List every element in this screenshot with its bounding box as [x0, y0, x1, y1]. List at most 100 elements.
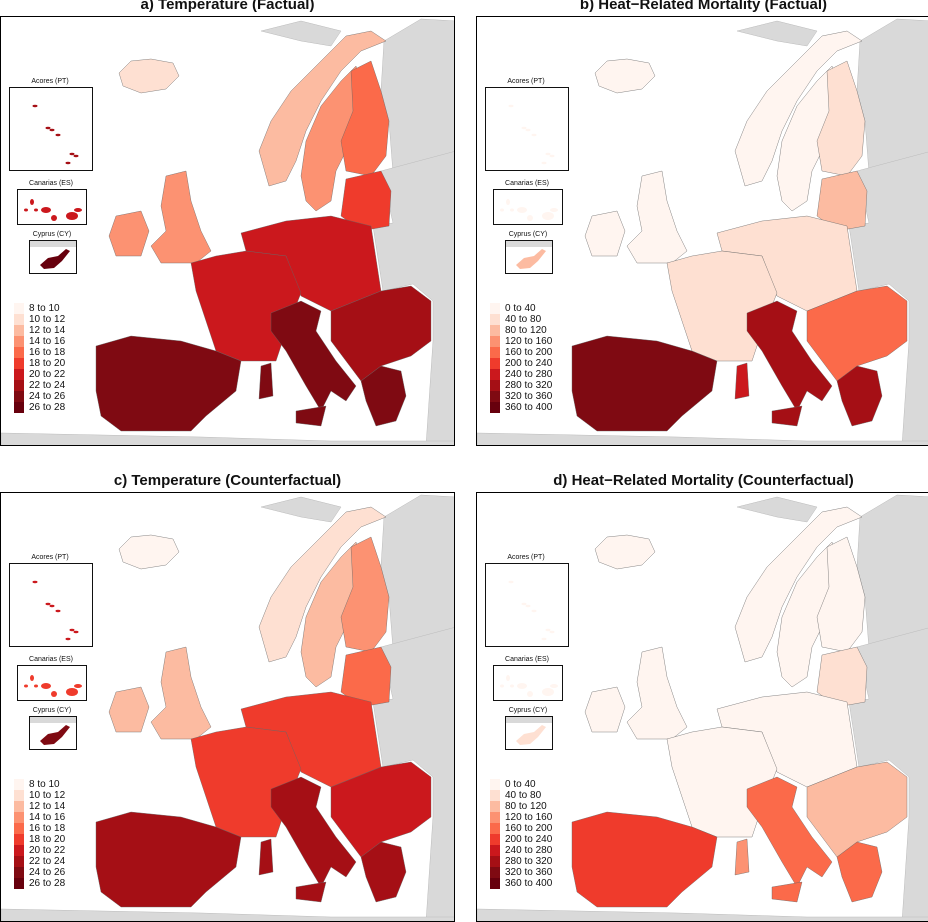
legend-label: 240 to 280 — [505, 369, 553, 380]
panel-title: c) Temperature (Counterfactual) — [113, 472, 342, 489]
island — [65, 637, 71, 641]
legend-label: 8 to 10 — [29, 303, 60, 314]
island — [527, 215, 533, 221]
island — [40, 725, 70, 745]
non-eu-land — [856, 494, 928, 650]
island — [51, 215, 57, 221]
inset-cyprus — [505, 716, 553, 750]
legend-item: 200 to 240 — [490, 358, 552, 369]
legend-swatch — [490, 790, 500, 801]
inset-acores — [485, 87, 569, 171]
legend-swatch — [490, 336, 500, 347]
legend-label: 240 to 280 — [505, 845, 553, 856]
island — [45, 602, 51, 606]
legend-label: 0 to 40 — [505, 779, 536, 790]
inset-map — [32, 104, 79, 165]
non-eu-land — [477, 432, 928, 445]
panel-a: a) Temperature (Factual) Acores (PT) Canar… — [0, 0, 455, 446]
legend-label: 10 to 12 — [29, 790, 66, 801]
non-eu-land — [30, 241, 76, 247]
legend-item: 80 to 120 — [490, 325, 552, 336]
legend-label: 22 to 24 — [29, 856, 66, 867]
region-no — [734, 30, 863, 187]
europe-map — [477, 18, 928, 445]
inset-acores — [9, 87, 93, 171]
legend-label: 280 to 320 — [505, 380, 553, 391]
legend-swatch — [490, 878, 500, 889]
legend-item: 120 to 160 — [490, 812, 552, 823]
island — [545, 628, 551, 632]
legend-swatch — [14, 314, 24, 325]
region-is — [118, 58, 180, 94]
island — [40, 249, 70, 269]
non-eu-land — [506, 717, 552, 723]
map-frame: Acores (PT) Canarias (ES) Cyprus (CY) 0 to … — [476, 16, 928, 446]
legend-swatch — [14, 856, 24, 867]
legend: 8 to 10 10 to 12 12 to 14 14 to 16 16 to 18 1… — [14, 779, 65, 889]
legend-swatch — [14, 303, 24, 314]
legend-swatch — [14, 823, 24, 834]
legend: 8 to 10 10 to 12 12 to 14 14 to 16 16 to 18 1… — [14, 303, 65, 413]
region-si — [771, 405, 803, 427]
legend-swatch — [490, 347, 500, 358]
island — [65, 161, 71, 165]
region-ie — [584, 686, 626, 733]
legend-item: 26 to 28 — [14, 878, 65, 889]
inset-cyprus — [29, 240, 77, 274]
island — [49, 128, 55, 132]
non-eu-land — [380, 18, 454, 174]
island — [41, 683, 51, 689]
region-uk — [150, 170, 212, 264]
inset-cyprus — [505, 240, 553, 274]
legend-item: 360 to 400 — [490, 878, 552, 889]
inset-canarias — [17, 189, 87, 225]
legend-item: 200 to 240 — [490, 834, 552, 845]
island — [55, 609, 61, 613]
legend-item: 80 to 120 — [490, 801, 552, 812]
inset-label-acores: Acores (PT) — [507, 78, 545, 85]
island — [45, 126, 51, 130]
legend-label: 120 to 160 — [505, 812, 553, 823]
region-balkans — [330, 285, 432, 382]
island — [74, 208, 82, 212]
legend-item: 24 to 26 — [14, 391, 65, 402]
inset-cyprus — [29, 716, 77, 750]
island — [516, 249, 546, 269]
legend-swatch — [14, 867, 24, 878]
legend-swatch — [14, 391, 24, 402]
island — [542, 212, 554, 220]
island — [506, 675, 510, 681]
inset-acores — [9, 563, 93, 647]
inset-map — [500, 199, 558, 221]
island — [74, 684, 82, 688]
legend-label: 360 to 400 — [505, 878, 553, 889]
region-si — [295, 405, 327, 427]
legend-item: 16 to 18 — [14, 823, 65, 834]
europe-map — [1, 18, 454, 445]
legend-item: 240 to 280 — [490, 369, 552, 380]
region-sc — [258, 362, 274, 400]
region-no — [258, 30, 387, 187]
region-baltic — [816, 170, 868, 232]
legend-label: 14 to 16 — [29, 336, 66, 347]
legend-swatch — [14, 336, 24, 347]
legend-item: 160 to 200 — [490, 347, 552, 358]
region-ie — [108, 210, 150, 257]
island — [516, 725, 546, 745]
legend-label: 26 to 28 — [29, 878, 66, 889]
map-frame: Acores (PT) Canarias (ES) Cyprus (CY) 0 to … — [476, 492, 928, 922]
region-is — [594, 58, 656, 94]
panel-title: b) Heat−Related Mortality (Factual) — [579, 0, 828, 13]
inset-label-acores: Acores (PT) — [31, 78, 69, 85]
island — [517, 207, 527, 213]
inset-label-cyprus: Cyprus (CY) — [32, 707, 72, 714]
region-si — [771, 881, 803, 903]
island — [527, 691, 533, 697]
island — [73, 630, 79, 634]
legend-item: 40 to 80 — [490, 314, 552, 325]
island — [541, 637, 547, 641]
legend-label: 18 to 20 — [29, 834, 66, 845]
inset-map — [508, 580, 555, 641]
legend-label: 26 to 28 — [29, 402, 66, 413]
inset-label-acores: Acores (PT) — [31, 554, 69, 561]
